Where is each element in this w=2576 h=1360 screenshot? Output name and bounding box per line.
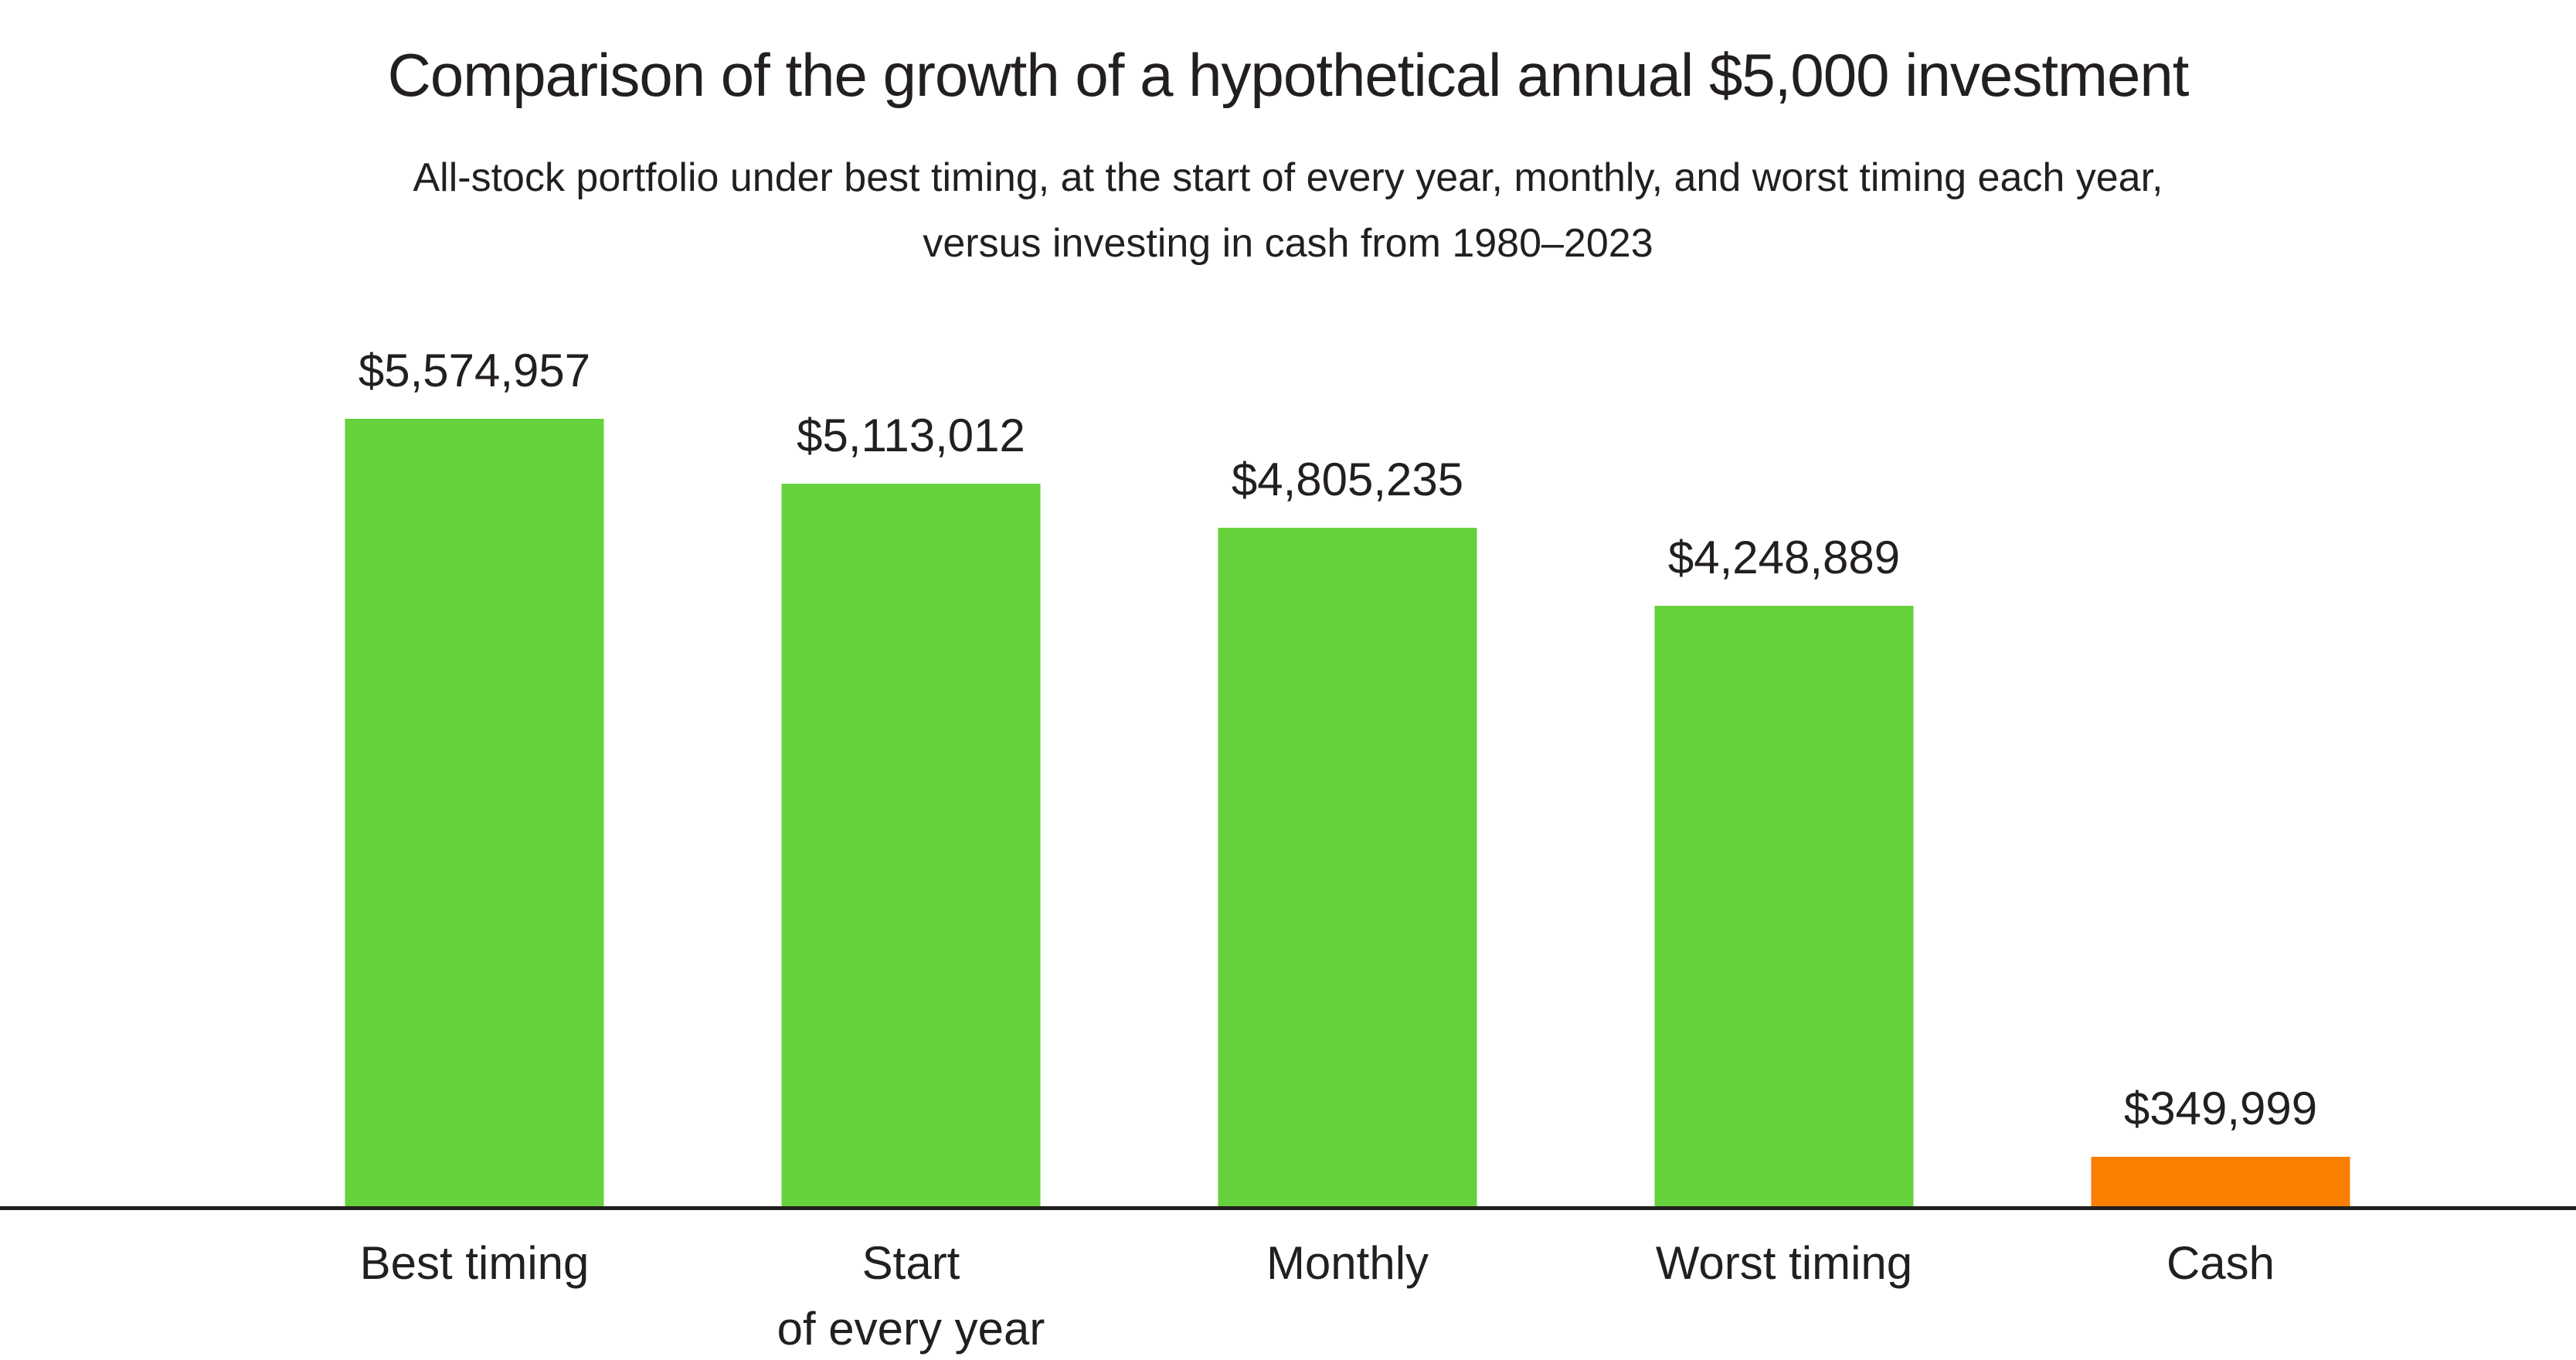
bar-value-label-best-timing: $5,574,957 xyxy=(358,345,591,396)
x-axis-label-start-of-every-year: Start of every year xyxy=(777,1237,1045,1355)
bar-monthly xyxy=(1218,528,1477,1206)
bar-group-best-timing: $5,574,957 xyxy=(345,344,604,1206)
bar-group-worst-timing: $4,248,889 xyxy=(1654,531,1914,1206)
bar-value-label-cash: $349,999 xyxy=(2123,1083,2318,1134)
bar-worst-timing xyxy=(1654,606,1914,1206)
x-axis-line xyxy=(0,1206,2576,1210)
x-axis-label-monthly: Monthly xyxy=(1266,1237,1429,1289)
chart-subtitle-line-2: versus investing in cash from 1980–2023 xyxy=(923,221,1653,266)
bar-value-label-start-of-every-year: $5,113,012 xyxy=(797,410,1025,461)
chart-subtitle-line-1: All-stock portfolio under best timing, a… xyxy=(413,155,2163,200)
bar-best-timing xyxy=(345,419,604,1206)
chart-title: Comparison of the growth of a hypothetic… xyxy=(387,41,2190,109)
x-axis-label-best-timing: Best timing xyxy=(359,1237,590,1289)
bar-cash xyxy=(2091,1157,2350,1206)
bar-group-monthly: $4,805,235 xyxy=(1218,453,1477,1206)
x-axis-label-cash: Cash xyxy=(2166,1237,2275,1289)
x-axis-label-worst-timing: Worst timing xyxy=(1655,1237,1913,1289)
bar-value-label-monthly: $4,805,235 xyxy=(1231,454,1464,505)
bar-value-label-worst-timing: $4,248,889 xyxy=(1667,532,1901,583)
bar-group-cash: $349,999 xyxy=(2091,1082,2350,1206)
chart-subtitle: All-stock portfolio under best timing, a… xyxy=(0,145,2576,277)
bar-group-start-of-every-year: $5,113,012 xyxy=(781,409,1041,1206)
bar-start-of-every-year xyxy=(781,484,1041,1206)
